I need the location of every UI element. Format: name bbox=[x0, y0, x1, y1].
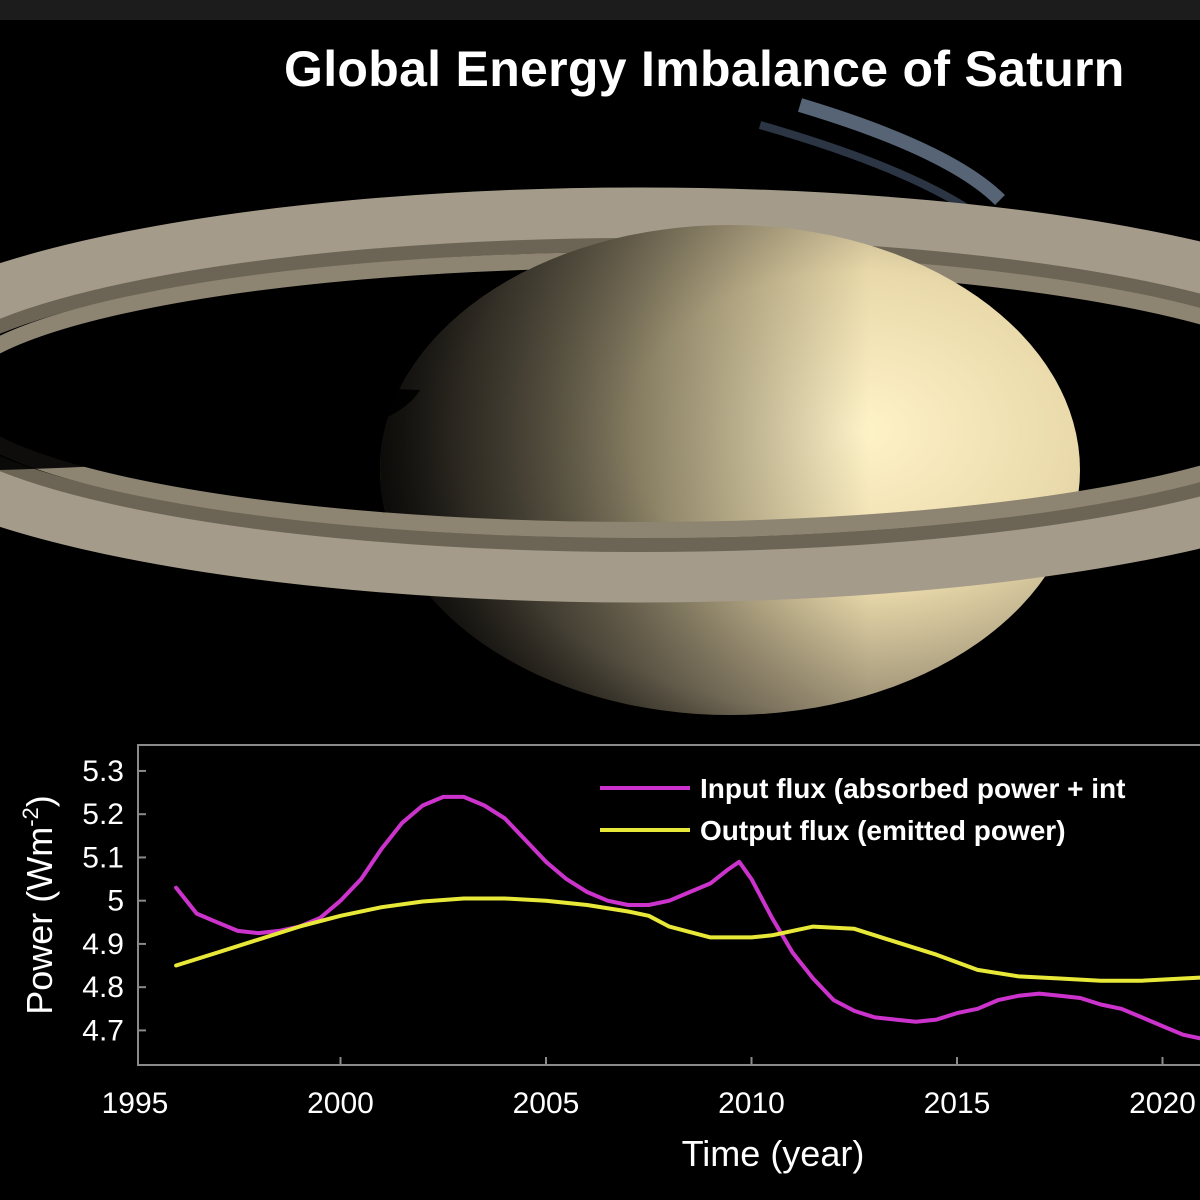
y-axis-label-close: ) bbox=[19, 795, 60, 807]
x-tick-label: 2020 bbox=[1129, 1087, 1196, 1120]
plot-frame bbox=[137, 744, 1200, 1066]
top-bar bbox=[0, 0, 1200, 20]
output-flux-line bbox=[174, 896, 1200, 983]
y-axis-ticks: 4.7 4.8 4.9 5 5.1 5.2 5.3 bbox=[82, 755, 146, 1047]
plot-background bbox=[138, 745, 1200, 1065]
y-tick-label: 5.2 bbox=[82, 798, 124, 831]
x-tick-label: 1995 bbox=[102, 1087, 169, 1120]
y-tick-label: 4.7 bbox=[82, 1014, 124, 1047]
series-lines bbox=[174, 794, 1200, 1041]
y-axis-label-main: Power (Wm bbox=[19, 827, 60, 1015]
y-tick-label: 5.1 bbox=[82, 841, 124, 874]
x-axis-ticks: 1995 2000 2005 2010 2015 2020 bbox=[102, 1057, 1196, 1120]
x-tick-label: 2005 bbox=[513, 1087, 580, 1120]
legend-label-input: Input flux (absorbed power + int bbox=[700, 773, 1125, 804]
page-title: Global Energy Imbalance of Saturn bbox=[284, 41, 1125, 97]
y-axis-label: Power (Wm-2) bbox=[18, 795, 60, 1015]
y-tick-label: 4.9 bbox=[82, 928, 124, 961]
x-tick-label: 2010 bbox=[718, 1087, 785, 1120]
y-axis-label-sup: -2 bbox=[18, 807, 43, 827]
legend: Input flux (absorbed power + int Output … bbox=[600, 773, 1125, 846]
legend-label-output: Output flux (emitted power) bbox=[700, 815, 1066, 846]
x-tick-label: 2000 bbox=[307, 1087, 374, 1120]
y-tick-label: 5 bbox=[107, 885, 124, 918]
y-tick-label: 4.8 bbox=[82, 971, 124, 1004]
input-flux-line bbox=[174, 794, 1200, 1041]
x-tick-label: 2015 bbox=[924, 1087, 991, 1120]
x-axis-label: Time (year) bbox=[682, 1133, 865, 1174]
y-tick-label: 5.3 bbox=[82, 755, 124, 788]
